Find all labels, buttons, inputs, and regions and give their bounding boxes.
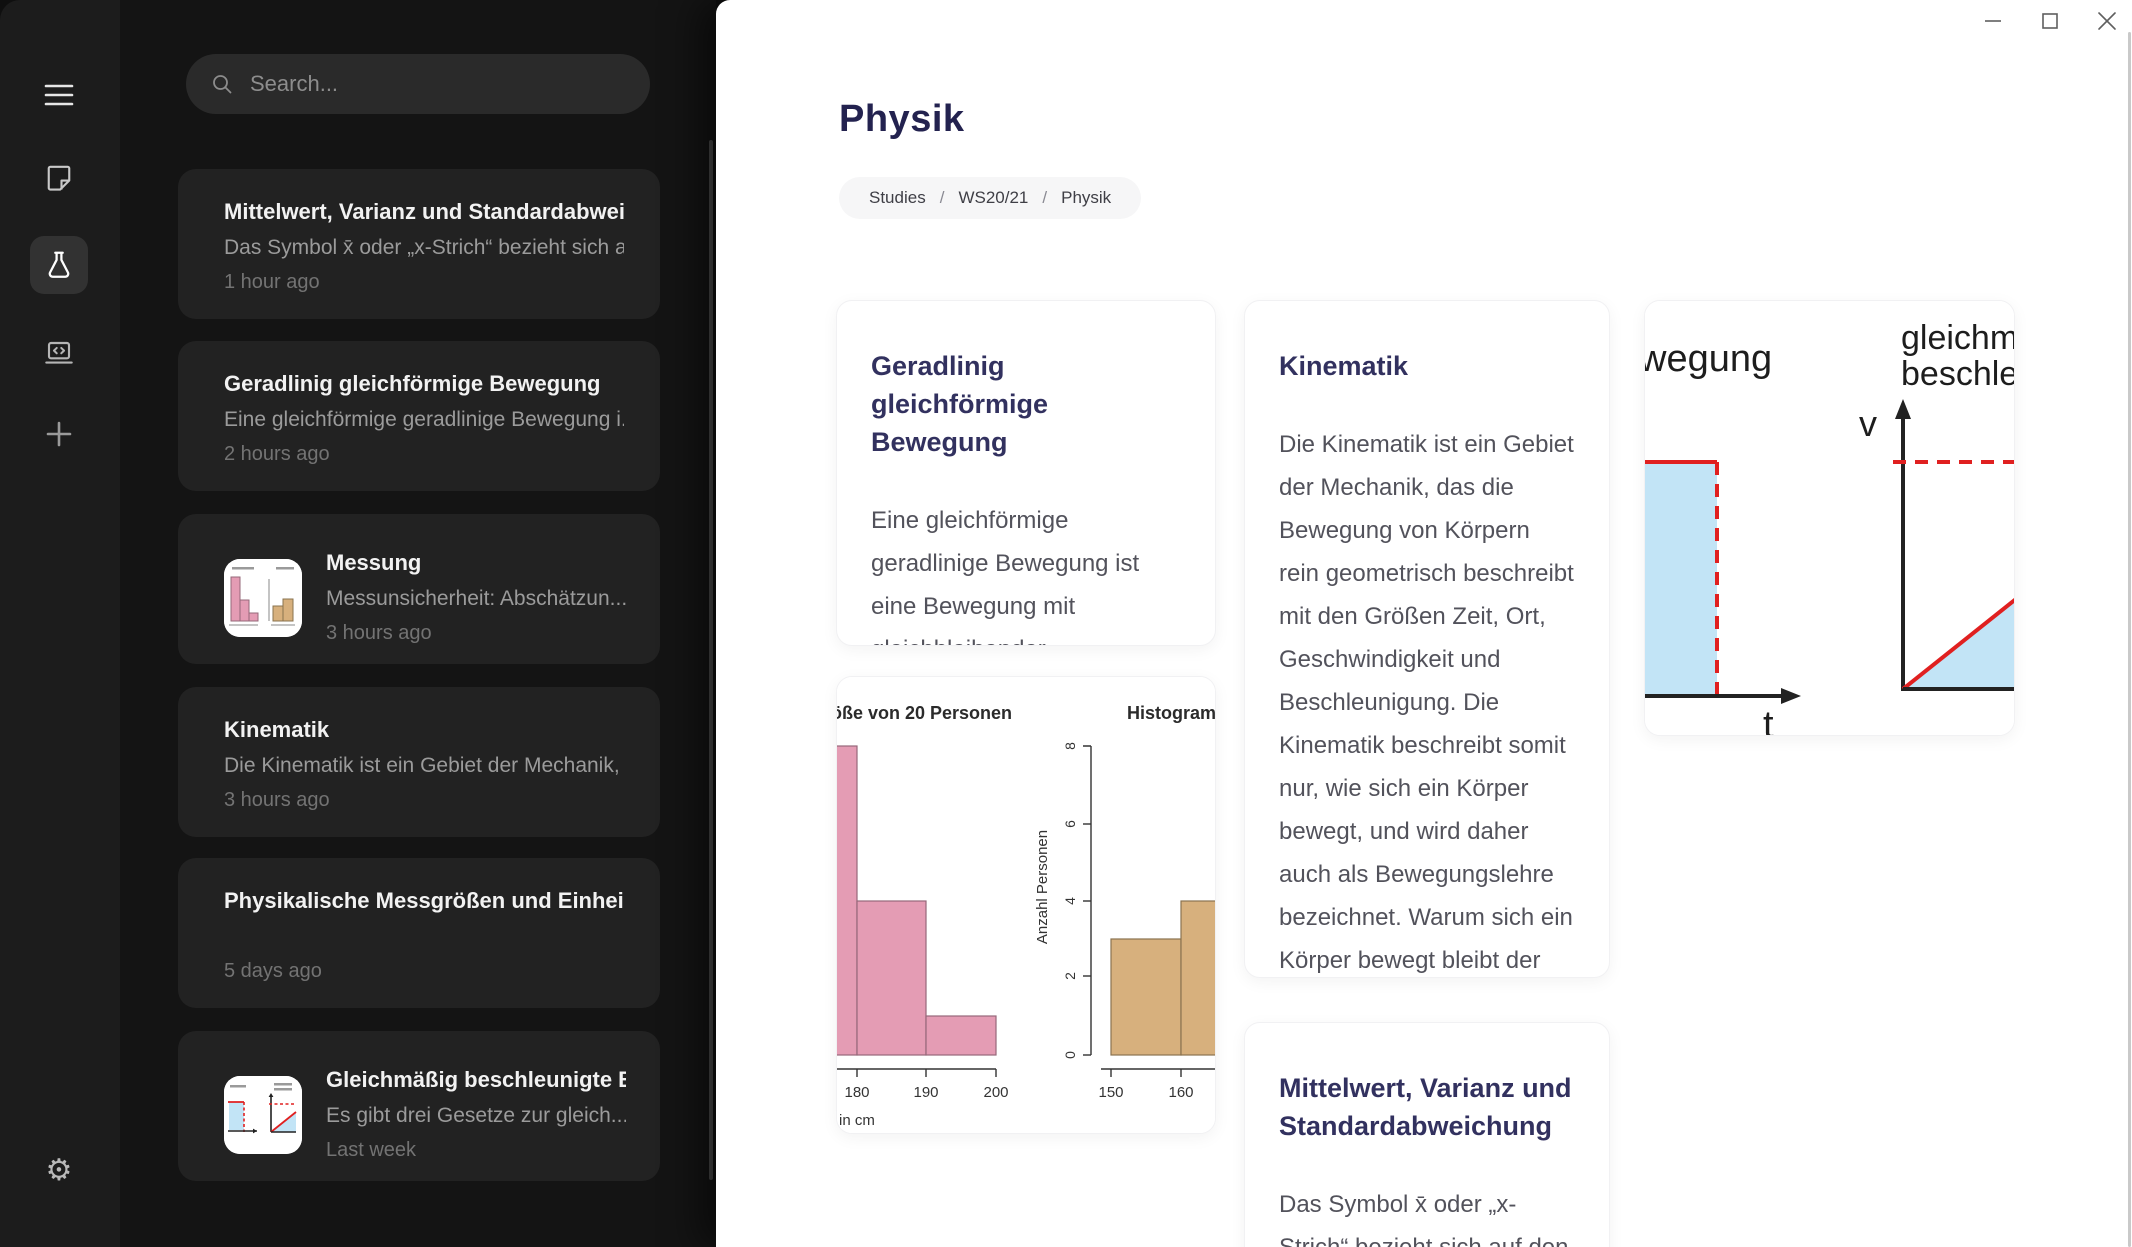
note-title: Geradlinig gleichförmige Bewegung	[224, 371, 601, 396]
svg-text:öße von 20 Personen: öße von 20 Personen	[837, 703, 1012, 723]
minimize-button[interactable]	[1978, 6, 2008, 36]
note-snippet: Messunsicherheit: Abschätzun...	[326, 587, 626, 610]
card-title: Geradlinig gleichförmige Bewegung	[871, 351, 1049, 457]
note-timestamp: 3 hours ago	[326, 622, 432, 644]
minimize-icon	[1985, 20, 2001, 22]
sidebar-item-notes[interactable]	[30, 149, 88, 207]
svg-text:150: 150	[1098, 1084, 1123, 1101]
note-title: Physikalische Messgrößen und Einheiten	[224, 888, 624, 913]
note-card-histogram-image[interactable]: öße von 20 Personen 180 190 200 in cm	[836, 676, 1216, 1134]
card-title: Kinematik	[1279, 351, 1409, 381]
main-scrollbar[interactable]	[2128, 32, 2131, 1247]
svg-text:gleichm: gleichm	[1901, 319, 2015, 357]
note-card-mittelwert[interactable]: Mittelwert, Varianz und Standardabweichu…	[1244, 1022, 1610, 1247]
breadcrumb-separator: /	[939, 188, 945, 207]
note-title: Messung	[326, 550, 422, 575]
note-timestamp: 2 hours ago	[224, 443, 330, 465]
card-body: Das Symbol x̄ oder „x-Strich“ bezieht si…	[1279, 1191, 1569, 1247]
svg-text:Anzahl Personen: Anzahl Personen	[1034, 830, 1051, 944]
breadcrumb-separator: /	[1042, 188, 1048, 207]
note-snippet: Es gibt drei Gesetze zur gleich...	[326, 1104, 626, 1127]
note-title: Kinematik	[224, 717, 330, 742]
settings-button[interactable]: ⚙	[30, 1142, 88, 1200]
svg-text:t: t	[1763, 704, 1774, 736]
note-title: Mittelwert, Varianz und Standardabweich.…	[224, 199, 624, 224]
breadcrumb-item-studies[interactable]: Studies	[869, 188, 926, 207]
note-list-item[interactable]: Mittelwert, Varianz und Standardabweich.…	[178, 169, 660, 319]
card-body: Die Kinematik ist ein Gebiet der Mechani…	[1279, 431, 1574, 974]
card-title: Mittelwert, Varianz und Standardabweichu…	[1279, 1073, 1572, 1141]
svg-text:Histogramm: Histogramm	[1127, 703, 1216, 723]
note-timestamp: 1 hour ago	[224, 271, 320, 293]
laptop-code-icon	[45, 341, 73, 364]
svg-text:6: 6	[1062, 820, 1078, 828]
note-timestamp: 5 days ago	[224, 960, 322, 982]
note-snippet: Eine gleichförmige geradlinige Bewegung …	[224, 408, 624, 431]
vt-diagram-image: wegung t gleichm beschle v	[1645, 301, 2015, 736]
note-timestamp: Last week	[326, 1139, 417, 1161]
sidebar-item-code[interactable]	[30, 324, 88, 382]
svg-text:200: 200	[983, 1084, 1008, 1101]
sidebar-item-lab[interactable]	[30, 236, 88, 294]
svg-text:0: 0	[1062, 1051, 1078, 1059]
card-body: Eine gleichförmige geradlinige Bewegung …	[871, 507, 1140, 645]
svg-text:4: 4	[1062, 897, 1078, 905]
note-thumbnail-vt-diagram	[224, 1075, 302, 1154]
note-list-item[interactable]: Physikalische Messgrößen und Einheiten 5…	[178, 858, 660, 1008]
add-note-button[interactable]	[30, 405, 88, 463]
svg-text:v: v	[1859, 403, 1877, 444]
svg-text:180: 180	[844, 1084, 869, 1101]
content-panel: Physik Studies / WS20/21 / Physik Geradl…	[716, 0, 2132, 1247]
svg-text:8: 8	[1062, 742, 1078, 750]
note-thumbnail-histogram	[224, 558, 302, 637]
icon-rail: ⚙	[0, 0, 120, 1247]
breadcrumb[interactable]: Studies / WS20/21 / Physik	[839, 177, 1142, 219]
note-list-item[interactable]: Gleichmäßig beschleunigte Be... Es gibt …	[178, 1031, 660, 1181]
breadcrumb-item-ws2021[interactable]: WS20/21	[958, 188, 1029, 207]
flask-icon	[48, 251, 70, 278]
menu-button[interactable]	[30, 66, 88, 124]
breadcrumb-item-physik[interactable]: Physik	[1061, 188, 1112, 207]
note-card-kinematik[interactable]: Kinematik Die Kinematik ist ein Gebiet d…	[1244, 300, 1610, 978]
histogram-image: öße von 20 Personen 180 190 200 in cm	[837, 677, 1216, 1133]
note-card-geradlinig[interactable]: Geradlinig gleichförmige Bewegung Eine g…	[836, 300, 1216, 646]
maximize-icon	[2042, 13, 2058, 29]
maximize-button[interactable]	[2035, 6, 2065, 36]
search-icon	[213, 75, 232, 94]
page-title: Physik	[839, 98, 965, 140]
note-list-panel: Mittelwert, Varianz und Standardabweich.…	[120, 0, 716, 1247]
close-button[interactable]	[2092, 6, 2122, 36]
note-title: Gleichmäßig beschleunigte Be...	[326, 1067, 626, 1092]
note-icon	[47, 165, 71, 191]
svg-text:190: 190	[913, 1084, 938, 1101]
note-list-item[interactable]: Geradlinig gleichförmige Bewegung Eine g…	[178, 341, 660, 491]
svg-text:160: 160	[1168, 1084, 1193, 1101]
note-snippet: Die Kinematik ist ein Gebiet der Mechani…	[224, 754, 624, 777]
sidebar-scrollbar[interactable]	[709, 140, 713, 1180]
hamburger-icon	[44, 84, 74, 106]
svg-text:in cm: in cm	[839, 1112, 875, 1129]
svg-text:2: 2	[1062, 972, 1078, 980]
gear-icon: ⚙	[45, 1154, 73, 1187]
search-bar[interactable]	[186, 54, 650, 114]
note-list-item[interactable]: Kinematik Die Kinematik ist ein Gebiet d…	[178, 687, 660, 837]
note-snippet: Das Symbol x̄ oder „x-Strich“ bezieht si…	[224, 236, 624, 259]
note-list-item[interactable]: Messung Messunsicherheit: Abschätzun... …	[178, 514, 660, 664]
svg-text:beschle: beschle	[1901, 355, 2015, 393]
note-card-vt-image[interactable]: wegung t gleichm beschle v	[1644, 300, 2015, 736]
svg-text:wegung: wegung	[1645, 338, 1772, 380]
note-timestamp: 3 hours ago	[224, 789, 330, 811]
plus-icon	[46, 421, 72, 447]
close-icon	[2098, 12, 2116, 30]
note-snippet	[224, 925, 624, 950]
search-input[interactable]	[250, 71, 626, 97]
